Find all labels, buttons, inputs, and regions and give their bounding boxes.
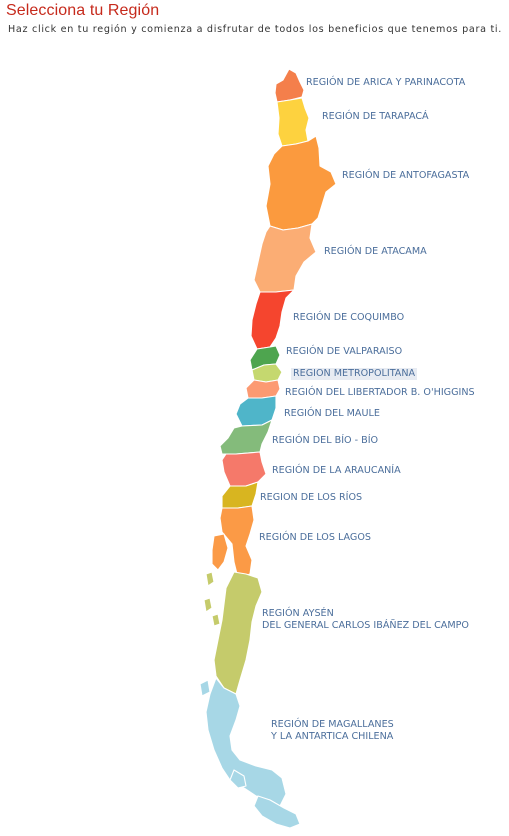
region-shape-rios[interactable]	[221, 481, 259, 509]
page-title: Selecciona tu Región	[6, 2, 160, 19]
region-link-ohiggins[interactable]: REGIÓN DEL LIBERTADOR B. O'HIGGINS	[285, 387, 475, 398]
region-link-arica[interactable]: REGIÓN DE ARICA Y PARINACOTA	[306, 77, 466, 88]
region-shape-ohiggins[interactable]	[245, 379, 281, 399]
region-link-atacama[interactable]: REGIÓN DE ATACAMA	[324, 246, 427, 257]
region-link-aysen-line1: REGIÓN AYSÉN	[262, 608, 334, 619]
region-link-rios[interactable]: REGION DE LOS RÍOS	[260, 492, 363, 503]
region-link-biobio[interactable]: REGIÓN DEL BÍO - BÍO	[272, 435, 379, 446]
region-link-metropolitana[interactable]: REGION METROPOLITANA	[291, 368, 418, 380]
region-link-tarapaca[interactable]: REGIÓN DE TARAPACÁ	[322, 111, 429, 122]
region-link-magallanes-line2: Y LA ANTARTICA CHILENA	[271, 730, 394, 742]
region-link-magallanes-line1: REGIÓN DE MAGALLANES	[271, 719, 394, 730]
region-shape-lagos[interactable]	[211, 505, 255, 579]
region-shape-araucania[interactable]	[221, 451, 267, 487]
region-link-magallanes[interactable]: REGIÓN DE MAGALLANES Y LA ANTARTICA CHIL…	[271, 719, 394, 742]
region-shape-antofagasta[interactable]	[265, 135, 337, 231]
region-link-araucania[interactable]: REGIÓN DE LA ARAUCANÍA	[272, 465, 401, 476]
region-shape-magallanes[interactable]	[199, 677, 301, 829]
region-shape-aysen[interactable]	[203, 571, 263, 695]
region-shape-atacama[interactable]	[253, 223, 317, 293]
region-shape-coquimbo[interactable]	[250, 289, 295, 350]
region-link-aysen[interactable]: REGIÓN AYSÉN DEL GENERAL CARLOS IBÁÑEZ D…	[262, 608, 469, 631]
region-shape-tarapaca[interactable]	[276, 97, 310, 147]
region-shape-arica[interactable]	[274, 68, 305, 103]
region-link-valparaiso[interactable]: REGIÓN DE VALPARAISO	[286, 346, 403, 357]
page-subtitle: Haz click en tu región y comienza a disf…	[8, 24, 503, 35]
region-link-coquimbo[interactable]: REGIÓN DE COQUIMBO	[293, 312, 405, 323]
region-link-lagos[interactable]: REGIÓN DE LOS LAGOS	[259, 532, 371, 543]
region-link-antofagasta[interactable]: REGIÓN DE ANTOFAGASTA	[342, 170, 470, 181]
region-link-aysen-line2: DEL GENERAL CARLOS IBÁÑEZ DEL CAMPO	[262, 619, 469, 631]
region-link-maule[interactable]: REGIÓN DEL MAULE	[284, 408, 380, 419]
